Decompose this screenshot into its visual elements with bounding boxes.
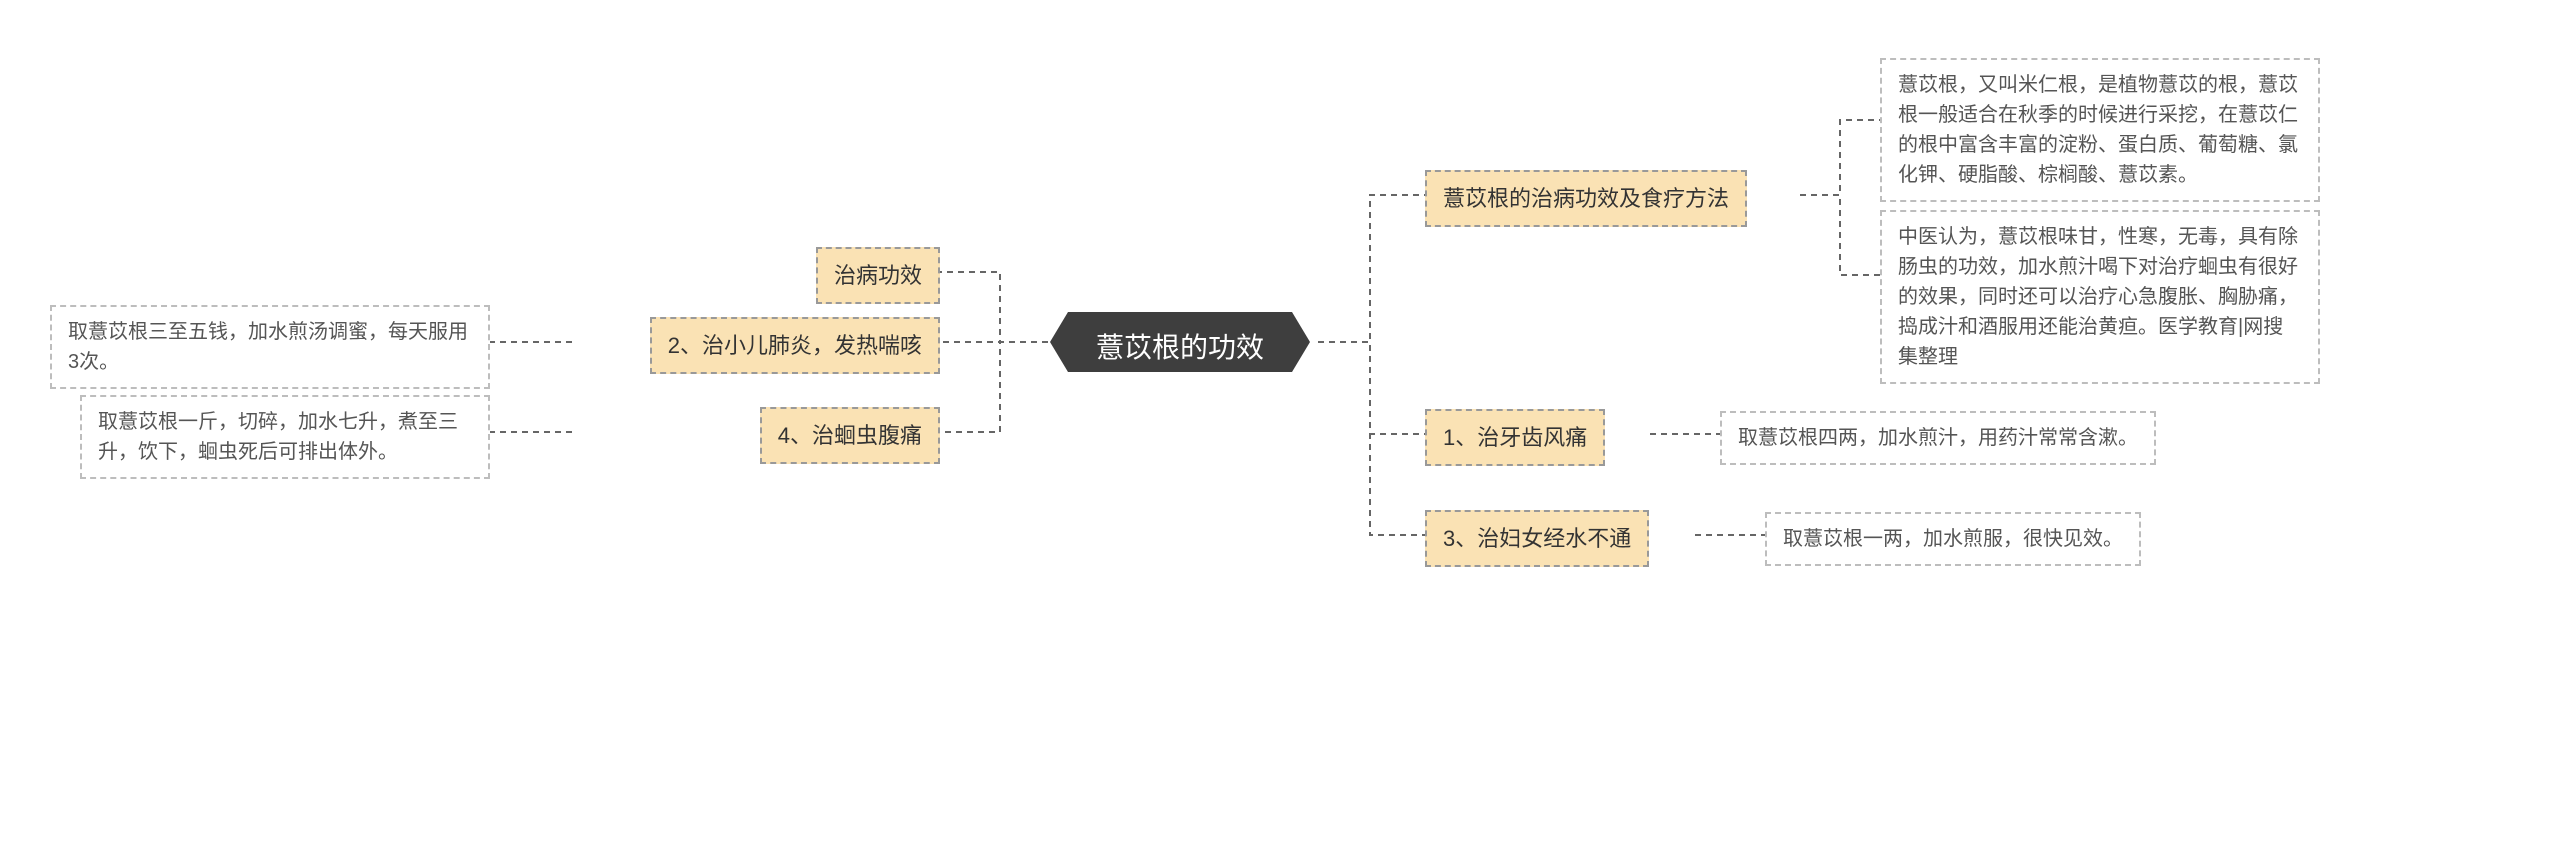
left-branch-1-label: 治病功效	[834, 263, 922, 288]
right-leaf-2-text: 取薏苡根四两，加水煎汁，用药汁常常含漱。	[1738, 427, 2138, 449]
left-branch-2: 2、治小儿肺炎，发热喘咳	[650, 317, 940, 374]
right-branch-3: 3、治妇女经水不通	[1425, 510, 1649, 567]
left-branch-2-label: 2、治小儿肺炎，发热喘咳	[668, 333, 922, 358]
right-leaf-2: 取薏苡根四两，加水煎汁，用药汁常常含漱。	[1720, 411, 2156, 465]
right-leaf-1a-text: 薏苡根，又叫米仁根，是植物薏苡的根，薏苡根一般适合在秋季的时候进行采挖，在薏苡仁…	[1898, 74, 2298, 186]
right-branch-3-label: 3、治妇女经水不通	[1443, 526, 1631, 551]
right-leaf-3: 取薏苡根一两，加水煎服，很快见效。	[1765, 512, 2141, 566]
left-leaf-2: 取薏苡根三至五钱，加水煎汤调蜜，每天服用3次。	[50, 305, 490, 389]
root-label: 薏苡根的功效	[1096, 332, 1264, 363]
right-branch-1-label: 薏苡根的治病功效及食疗方法	[1443, 186, 1729, 211]
right-branch-1: 薏苡根的治病功效及食疗方法	[1425, 170, 1747, 227]
root-node: 薏苡根的功效	[1068, 312, 1292, 372]
right-branch-2: 1、治牙齿风痛	[1425, 409, 1605, 466]
left-leaf-2-text: 取薏苡根三至五钱，加水煎汤调蜜，每天服用3次。	[68, 321, 468, 373]
left-leaf-3-text: 取薏苡根一斤，切碎，加水七升，煮至三升，饮下，蛔虫死后可排出体外。	[98, 411, 458, 463]
left-branch-3: 4、治蛔虫腹痛	[760, 407, 940, 464]
left-branch-1: 治病功效	[816, 247, 940, 304]
left-leaf-3: 取薏苡根一斤，切碎，加水七升，煮至三升，饮下，蛔虫死后可排出体外。	[80, 395, 490, 479]
left-branch-3-label: 4、治蛔虫腹痛	[778, 423, 922, 448]
right-leaf-3-text: 取薏苡根一两，加水煎服，很快见效。	[1783, 528, 2123, 550]
right-leaf-1b: 中医认为，薏苡根味甘，性寒，无毒，具有除肠虫的功效，加水煎汁喝下对治疗蛔虫有很好…	[1880, 210, 2320, 384]
right-leaf-1b-text: 中医认为，薏苡根味甘，性寒，无毒，具有除肠虫的功效，加水煎汁喝下对治疗蛔虫有很好…	[1898, 226, 2298, 368]
right-branch-2-label: 1、治牙齿风痛	[1443, 425, 1587, 450]
right-leaf-1a: 薏苡根，又叫米仁根，是植物薏苡的根，薏苡根一般适合在秋季的时候进行采挖，在薏苡仁…	[1880, 58, 2320, 202]
